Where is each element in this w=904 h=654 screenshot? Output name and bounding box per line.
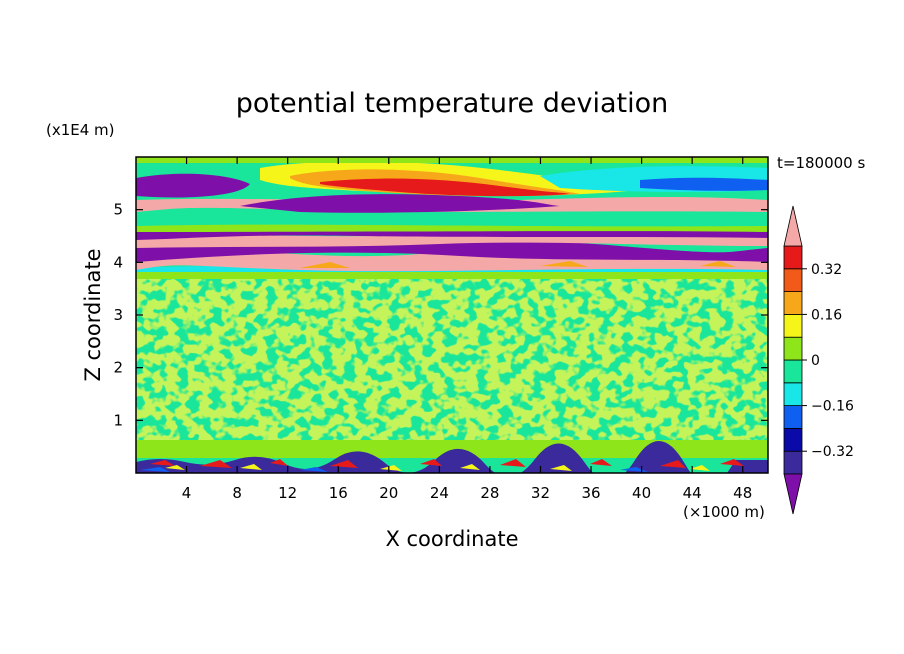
upper-layers xyxy=(136,157,768,213)
colorbar-segment xyxy=(783,450,803,475)
colorbar-tick-label: −0.16 xyxy=(811,399,854,415)
colorbar-segment xyxy=(783,336,803,361)
y-unit-label: (x1E4 m) xyxy=(46,121,115,139)
x-tick-label: 8 xyxy=(232,484,242,502)
y-tick-label: 3 xyxy=(113,306,123,324)
colorbar-top-arrow xyxy=(783,205,803,247)
colorbar-segment xyxy=(783,313,803,338)
colorbar-tick-label: 0 xyxy=(811,353,820,369)
colorbar-segment xyxy=(783,427,803,452)
x-tick-label: 28 xyxy=(480,484,499,502)
time-label: t=180000 s xyxy=(777,154,865,172)
x-ticks: 4 8 12 16 20 24 28 32 36 40 44 48 xyxy=(182,157,752,502)
y-tick-label: 4 xyxy=(113,253,123,271)
colorbar-segment xyxy=(783,245,803,270)
colorbar-tick-label: −0.32 xyxy=(811,444,854,460)
x-tick-label: 36 xyxy=(581,484,600,502)
colorbar-segment xyxy=(783,359,803,384)
colorbar-bottom-arrow xyxy=(783,473,803,515)
surface-layer xyxy=(136,441,768,473)
plot-area xyxy=(136,157,768,473)
colorbar-segment xyxy=(783,291,803,315)
colorbar: 0.32 0.16 0 −0.16 −0.32 xyxy=(783,205,854,515)
colorbar-tick-label: 0.16 xyxy=(811,307,842,323)
x-tick-label: 4 xyxy=(182,484,192,502)
x-unit-label: (×1000 m) xyxy=(683,503,765,521)
x-tick-label: 20 xyxy=(379,484,398,502)
x-tick-label: 16 xyxy=(329,484,348,502)
middle-layers xyxy=(136,224,768,279)
colorbar-segment xyxy=(783,405,803,429)
noise-field xyxy=(136,278,768,458)
x-tick-label: 24 xyxy=(430,484,449,502)
colorbar-tick-label: 0.32 xyxy=(811,262,842,278)
y-axis-label: Z coordinate xyxy=(81,248,105,381)
x-tick-label: 32 xyxy=(531,484,550,502)
chart-title: potential temperature deviation xyxy=(236,88,668,119)
x-tick-label: 44 xyxy=(683,484,702,502)
y-tick-label: 2 xyxy=(113,359,123,377)
y-tick-label: 1 xyxy=(113,411,123,429)
x-tick-label: 40 xyxy=(632,484,651,502)
x-axis-label: X coordinate xyxy=(385,527,518,551)
colorbar-segment xyxy=(783,268,803,292)
y-ticks: 1 2 3 4 5 xyxy=(113,201,768,429)
y-tick-label: 5 xyxy=(113,201,123,219)
x-tick-label: 48 xyxy=(733,484,752,502)
colorbar-segment xyxy=(783,382,803,406)
x-tick-label: 12 xyxy=(278,484,297,502)
